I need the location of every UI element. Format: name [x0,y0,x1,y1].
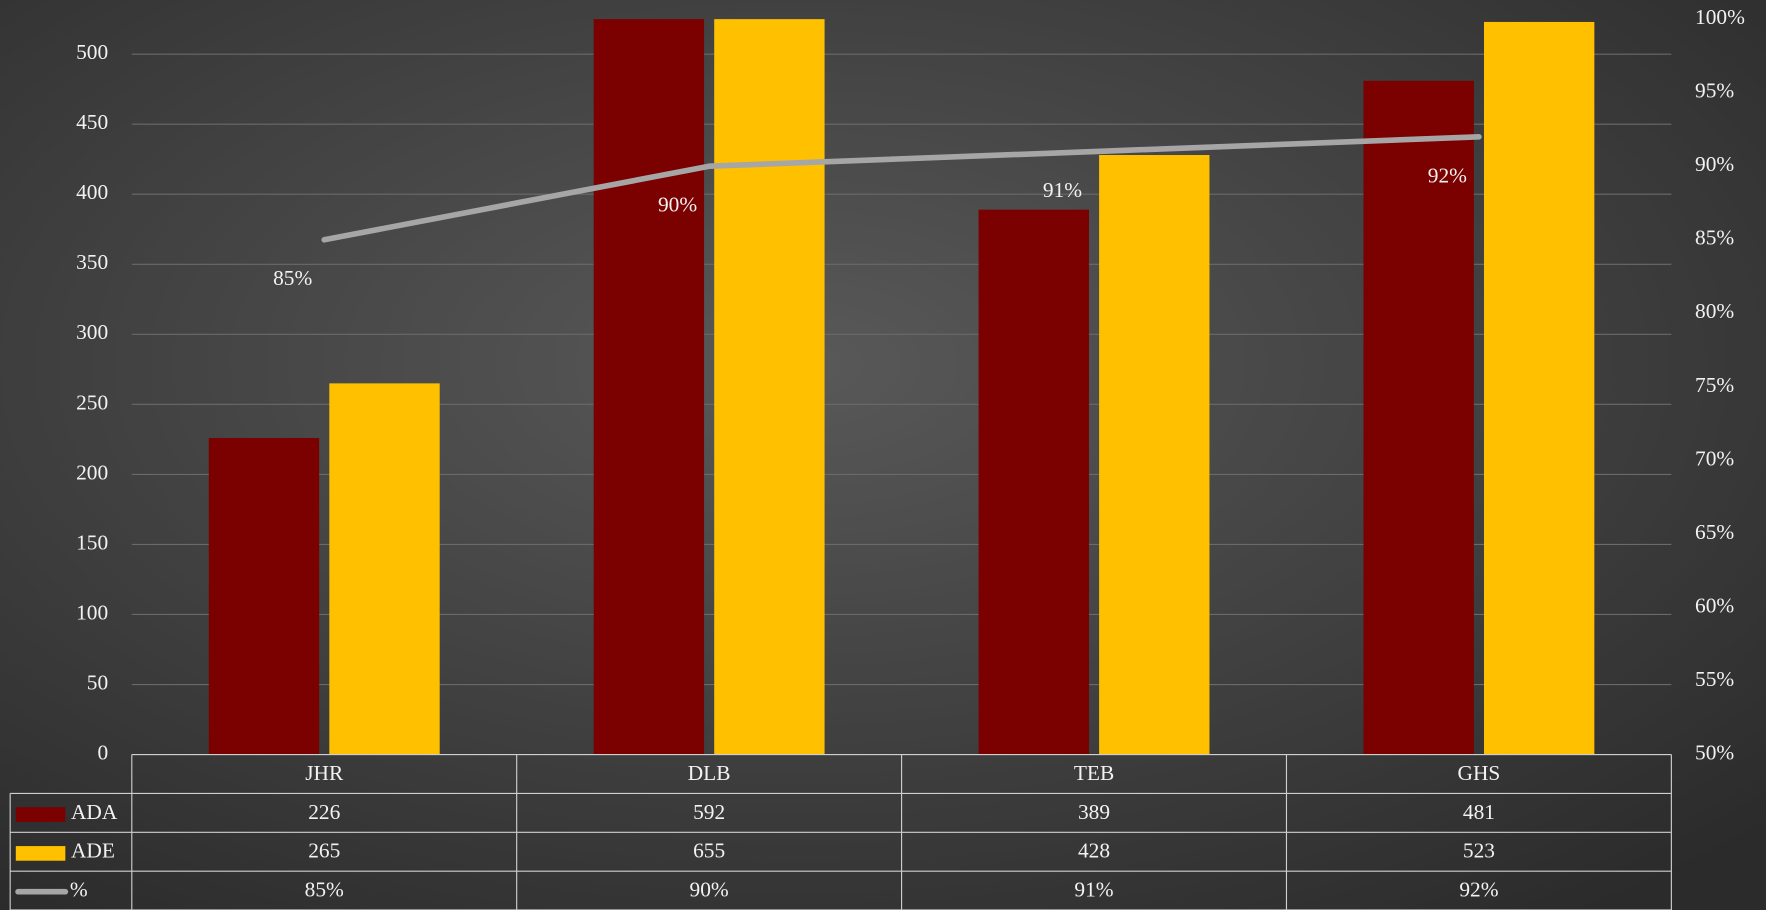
bar [329,383,440,755]
legend-label: ADE [71,839,115,863]
y2-tick-label: 100% [1695,5,1745,29]
legend-key [15,846,66,861]
bar [208,437,320,755]
table-cell: 265 [308,839,340,863]
table-cell: 592 [693,800,725,824]
x-tick-label: JHR [305,761,344,785]
foreground: 0 50 100 150 200 250 300 350 400 450 500 50% 55% 60% 6… [9,5,1745,910]
y-tick-label: 0 [97,740,108,764]
legend-label: % [70,878,88,902]
data-label: 85% [273,266,312,290]
y2-tick-label: 85% [1695,226,1734,250]
y2-tick-label: 65% [1695,520,1734,544]
line [321,133,1482,243]
y-tick-label: 350 [76,250,108,274]
y-tick-label: 300 [76,320,108,344]
bar [714,19,825,755]
y-tick-label: 200 [76,460,108,484]
y-tick-label: 500 [76,40,108,64]
y-tick-label: 50 [87,670,108,694]
y-tick-label: 100 [76,600,108,624]
bar [978,209,1089,755]
y-tick-label: 250 [76,390,108,414]
table-cell: 523 [1463,839,1495,863]
y2-tick-label: 90% [1695,152,1734,176]
y2-tick-label: 60% [1695,593,1734,617]
table-cell: 85% [305,878,344,902]
bar [1363,80,1474,755]
y2-tick-label: 95% [1695,79,1734,103]
y-tick-label: 450 [76,110,108,134]
y2-tick-label: 75% [1695,373,1734,397]
table-cell: 481 [1463,800,1495,824]
x-tick-label: DLB [688,761,731,785]
bar [593,19,705,755]
data-label: 92% [1428,163,1467,187]
table-cell: 92% [1459,878,1498,902]
y2-tick-label: 50% [1695,740,1734,764]
y2-tick-label: 55% [1695,667,1734,691]
y-tick-label: 400 [76,180,108,204]
table-cell: 655 [693,839,725,863]
table-cell: 428 [1078,839,1110,863]
legend-key [15,807,66,822]
bar [1099,155,1210,755]
data-label: 91% [1043,178,1082,202]
table-cell: 389 [1078,800,1110,824]
table-cell: 91% [1074,878,1113,902]
table-cell: 226 [308,800,340,824]
x-tick-label: TEB [1074,761,1114,785]
table-cell: 90% [690,878,729,902]
y2-tick-label: 70% [1695,446,1734,470]
x-tick-label: GHS [1458,761,1501,785]
y2-tick-label: 80% [1695,299,1734,323]
bar [1483,21,1595,755]
bars [208,19,1595,755]
data-label: 90% [658,193,697,217]
y-tick-label: 150 [76,530,108,554]
legend-label: ADA [71,800,118,824]
